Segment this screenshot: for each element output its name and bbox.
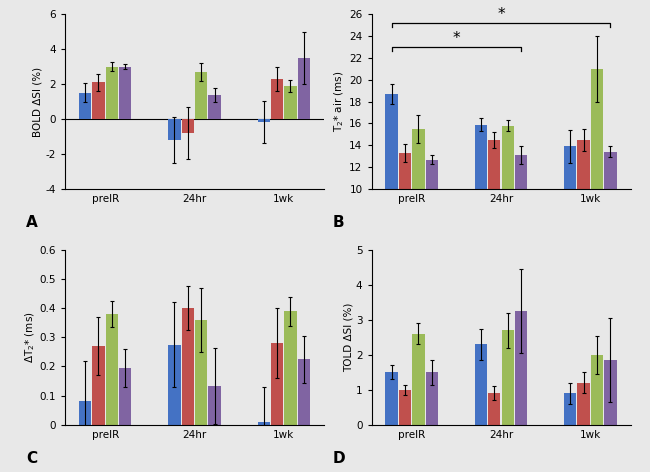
Bar [399,390,411,425]
Bar [257,119,270,122]
Bar [168,119,181,140]
Bar [298,359,310,425]
Bar [181,308,194,425]
Bar [412,334,424,425]
Y-axis label: TOLD ΔSI (%): TOLD ΔSI (%) [343,303,353,372]
Bar [564,393,577,425]
Bar [385,94,398,298]
Bar [577,383,590,425]
Bar [195,320,207,425]
Bar [92,83,105,119]
Bar [298,58,310,119]
Bar [209,386,221,425]
Bar [426,372,438,425]
Bar [604,152,617,298]
Y-axis label: BOLD ΔSI (%): BOLD ΔSI (%) [32,67,43,137]
Bar [591,69,603,298]
Bar [79,402,91,425]
Text: D: D [333,451,345,466]
Bar [426,160,438,298]
Bar [106,314,118,425]
Bar [564,146,577,298]
Bar [119,368,131,425]
Y-axis label: ΔT$_2$* (ms): ΔT$_2$* (ms) [23,312,36,363]
Bar [399,153,411,298]
Bar [488,393,500,425]
Bar [284,311,296,425]
Bar [284,86,296,119]
Bar [271,343,283,425]
Bar [385,372,398,425]
Bar [209,94,221,119]
Bar [604,360,617,425]
Bar [591,355,603,425]
Bar [474,345,487,425]
Text: *: * [497,8,505,22]
Bar [474,125,487,298]
Bar [502,330,514,425]
Bar [577,140,590,298]
Text: B: B [333,215,344,230]
Bar [271,79,283,119]
Y-axis label: T$_2$* air (ms): T$_2$* air (ms) [333,71,346,132]
Bar [502,126,514,298]
Bar [181,119,194,133]
Bar [195,72,207,119]
Text: *: * [452,32,460,46]
Text: C: C [26,451,37,466]
Bar [515,155,527,298]
Bar [168,345,181,425]
Bar [515,311,527,425]
Bar [119,67,131,119]
Bar [488,140,500,298]
Bar [412,129,424,298]
Bar [92,346,105,425]
Text: A: A [26,215,38,230]
Bar [79,93,91,119]
Bar [257,422,270,425]
Bar [106,67,118,119]
